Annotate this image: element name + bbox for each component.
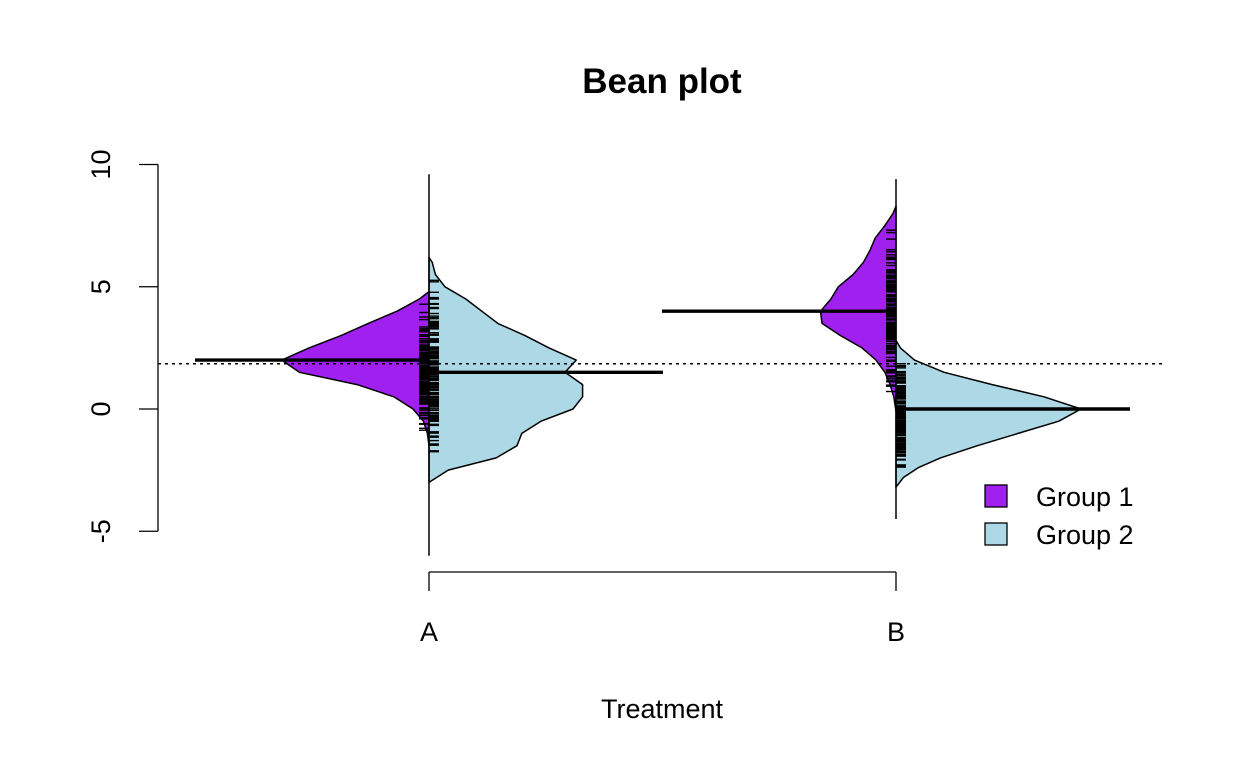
chart-title: Bean plot [582,62,742,101]
y-axis: -5 0 5 10 [86,149,159,543]
x-tick-label: B [887,617,905,647]
y-tick-label: -5 [86,519,116,543]
y-tick-label: 10 [86,149,116,179]
legend: Group 1 Group 2 [984,482,1134,550]
beans [158,174,1166,556]
bean-half-group-1 [281,290,430,447]
legend-label: Group 2 [1036,520,1134,550]
bean-half-group-2 [428,256,584,484]
x-tick-label: A [420,617,438,647]
bean-half-group-2 [895,339,1082,488]
x-axis-label: Treatment [601,694,724,724]
bean-half-group-1 [819,205,897,413]
legend-swatch [984,484,1008,508]
legend-label: Group 1 [1036,482,1134,512]
y-tick-label: 0 [86,401,116,416]
y-tick-label: 5 [86,279,116,294]
legend-swatch [984,522,1008,546]
